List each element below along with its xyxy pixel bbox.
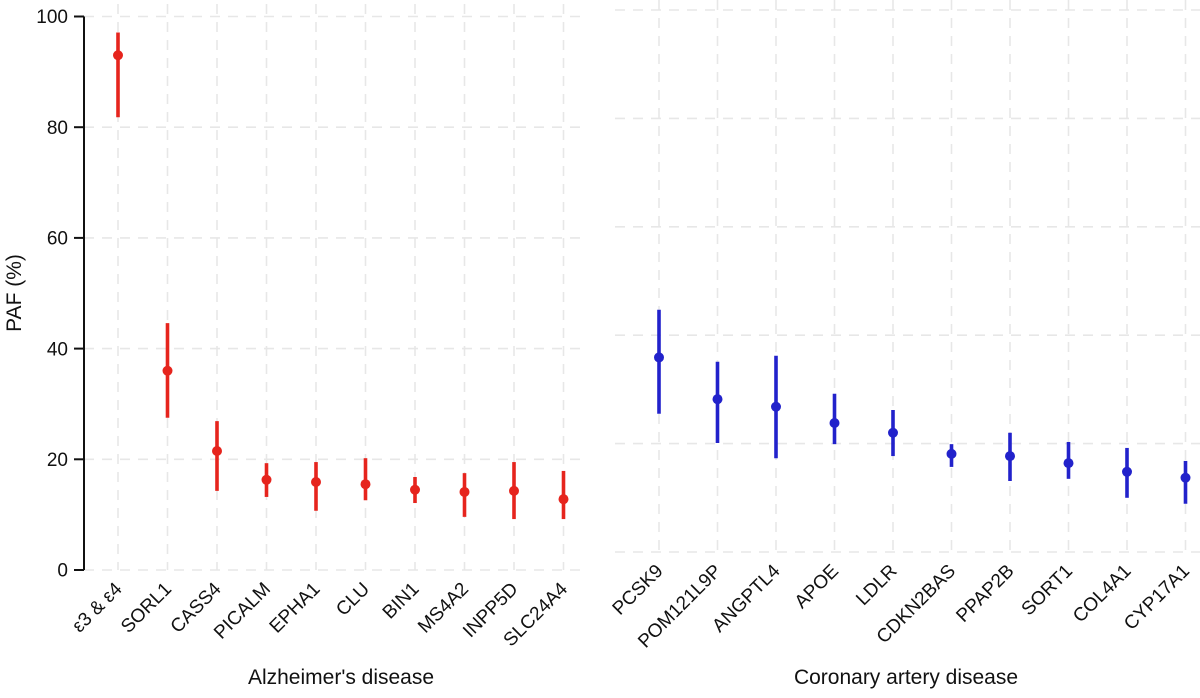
group-title-coronary-artery-disease: Coronary artery disease [794, 666, 1018, 689]
data-point [1122, 466, 1132, 477]
data-point [771, 401, 781, 412]
category-label: EPHA1 [266, 579, 325, 638]
data-point [558, 494, 569, 505]
category-label: CLU [332, 579, 374, 621]
group-title-alzheimers-disease: Alzheimer's disease [248, 666, 434, 689]
category-label: SORL1 [117, 579, 176, 638]
axis-layer: 0 20 40 60 80 100 [36, 7, 85, 582]
data-point [1180, 472, 1191, 483]
data-point [829, 418, 840, 429]
category-label: SORT1 [1018, 561, 1077, 620]
category-label: LDLR [852, 561, 901, 610]
data-point [212, 445, 222, 456]
data-point [162, 365, 173, 376]
data-point [712, 394, 723, 405]
y-tick-label: 80 [47, 118, 68, 139]
data-layer [113, 32, 1191, 520]
category-label: APOE [791, 561, 843, 613]
y-tick-label: 100 [36, 7, 68, 28]
category-label: PPAP2B [952, 561, 1018, 627]
category-label: ε3 & ε4 [68, 578, 127, 637]
y-tick-label: 20 [47, 450, 68, 471]
data-point [1005, 451, 1015, 462]
grid-layer [84, 0, 1200, 571]
data-point [1063, 458, 1074, 469]
y-axis-title: PAF (%) [3, 254, 26, 332]
data-point [410, 484, 420, 495]
data-point [509, 485, 519, 496]
category-label: BIN1 [379, 579, 424, 624]
y-tick-label: 40 [47, 339, 68, 360]
data-point [888, 427, 898, 438]
data-point [261, 474, 272, 485]
y-tick-label: 0 [57, 561, 68, 582]
category-label: PCSK9 [609, 561, 668, 620]
y-tick-label: 60 [47, 229, 68, 250]
data-point [654, 352, 664, 363]
data-point [946, 448, 957, 459]
data-point [360, 479, 371, 490]
data-point [311, 476, 321, 487]
data-point [459, 486, 470, 497]
data-point [113, 50, 123, 61]
